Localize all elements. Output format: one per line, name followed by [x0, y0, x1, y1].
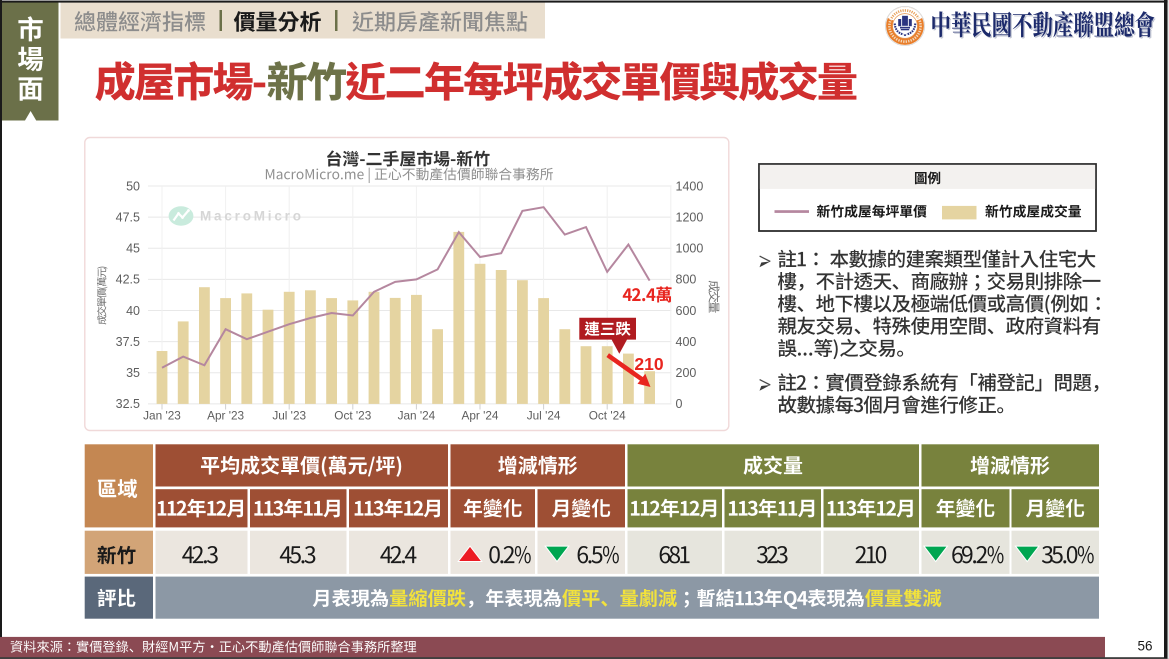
svg-text:Oct '24: Oct '24	[589, 409, 626, 423]
svg-text:Apr '23: Apr '23	[207, 409, 244, 423]
svg-text:210: 210	[634, 354, 663, 374]
svg-text:Jan '24: Jan '24	[398, 409, 436, 423]
svg-text:40: 40	[126, 304, 140, 318]
svg-text:200: 200	[676, 366, 697, 380]
svg-text:600: 600	[676, 304, 697, 318]
svg-text:1000: 1000	[676, 242, 704, 256]
svg-text:1200: 1200	[676, 210, 704, 224]
svg-text:MacroMicro: MacroMicro	[200, 209, 304, 224]
svg-text:47.5: 47.5	[116, 210, 140, 224]
svg-text:50: 50	[126, 179, 140, 193]
svg-text:Apr '24: Apr '24	[461, 409, 498, 423]
svg-text:0: 0	[676, 397, 683, 411]
svg-text:45: 45	[126, 242, 140, 256]
svg-text:1400: 1400	[676, 179, 704, 193]
svg-text:37.5: 37.5	[116, 335, 140, 349]
svg-text:56: 56	[1137, 639, 1152, 654]
svg-text:Jan '23: Jan '23	[143, 409, 181, 423]
svg-text:400: 400	[676, 335, 697, 349]
svg-text:Jul '23: Jul '23	[272, 409, 306, 423]
svg-text:35: 35	[126, 366, 140, 380]
svg-text:32.5: 32.5	[116, 397, 140, 411]
svg-text:800: 800	[676, 273, 697, 287]
svg-text:42.5: 42.5	[116, 273, 140, 287]
svg-text:Jul '24: Jul '24	[527, 409, 561, 423]
svg-text:Oct '23: Oct '23	[334, 409, 371, 423]
